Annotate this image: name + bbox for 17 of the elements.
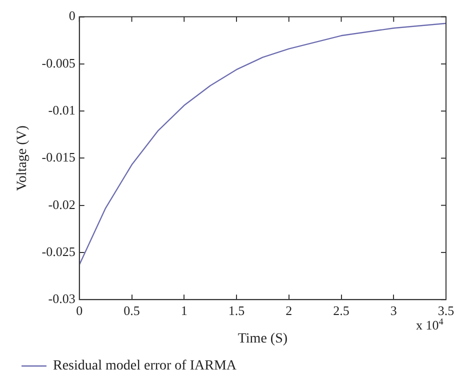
x-tick-label: 3 (390, 302, 397, 318)
x-tick-label: 2 (286, 302, 292, 318)
x-tick-label: 1 (180, 302, 188, 318)
y-tick-label: -0.015 (42, 150, 76, 165)
y-tick-label: -0.01 (48, 102, 76, 118)
y-tick-label: -0.005 (42, 55, 76, 70)
y-axis-title: Voltage (V) (15, 125, 30, 191)
x-axis-title: Time (S) (238, 331, 288, 346)
x-tick-label: 2.5 (333, 302, 350, 318)
x-tick-label: 3.5 (438, 302, 454, 318)
y-tick-label: 0 (68, 8, 76, 24)
y-tick-label: -0.025 (42, 244, 76, 259)
y-tick-label: -0.02 (48, 196, 76, 212)
x-tick-label: 1.5 (228, 302, 245, 318)
legend-label: Residual model error of IARMA (53, 358, 238, 374)
y-tick-label: -0.03 (48, 291, 76, 306)
x-tick-label: 0.5 (124, 302, 140, 318)
